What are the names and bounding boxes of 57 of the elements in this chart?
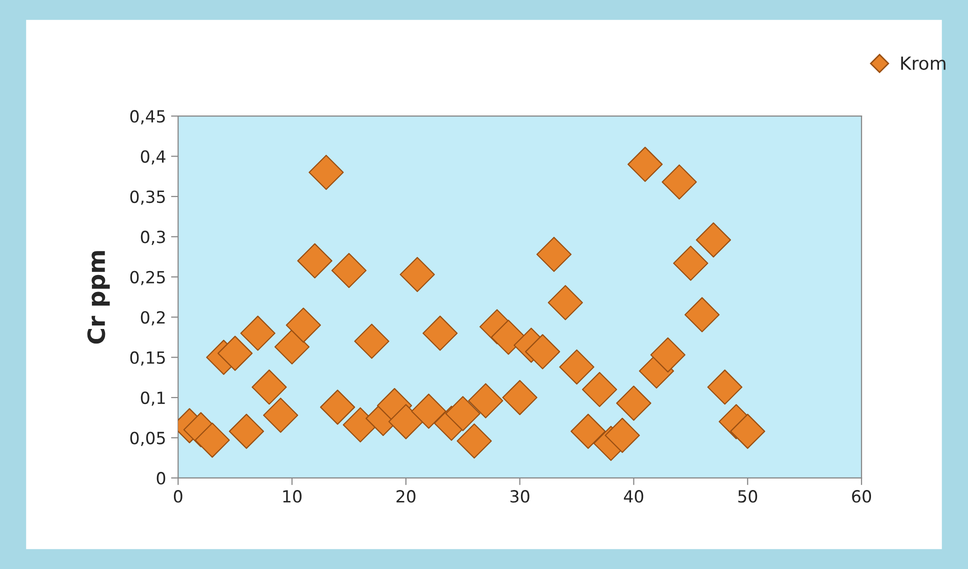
point bbox=[570, 414, 606, 449]
point bbox=[320, 390, 356, 425]
y-tick-label: 0,3 bbox=[140, 230, 165, 245]
y-tick-label: 0,15 bbox=[130, 351, 165, 366]
point bbox=[308, 154, 344, 190]
y-tick-label: 0 bbox=[156, 472, 166, 485]
y-tick-label: 0,05 bbox=[130, 432, 165, 446]
point bbox=[263, 398, 298, 433]
point bbox=[604, 418, 640, 453]
point bbox=[286, 308, 321, 343]
point bbox=[525, 334, 560, 370]
point bbox=[662, 164, 697, 200]
point bbox=[548, 285, 583, 320]
point bbox=[240, 316, 276, 351]
point bbox=[194, 422, 230, 458]
point bbox=[422, 316, 458, 351]
point bbox=[684, 297, 720, 332]
point bbox=[274, 329, 310, 364]
point bbox=[331, 252, 367, 288]
point bbox=[502, 380, 538, 416]
point bbox=[616, 386, 652, 421]
point bbox=[707, 370, 742, 405]
point bbox=[388, 404, 424, 440]
point bbox=[411, 394, 446, 429]
point bbox=[628, 146, 663, 182]
point bbox=[354, 324, 390, 359]
point bbox=[559, 349, 594, 385]
point bbox=[696, 222, 732, 258]
y-tick-label: 0,35 bbox=[130, 190, 165, 205]
point bbox=[456, 423, 492, 459]
point bbox=[217, 336, 253, 371]
point bbox=[582, 372, 618, 408]
point bbox=[536, 236, 572, 272]
x-tick-label: 0 bbox=[174, 490, 182, 503]
x-tick-label: 40 bbox=[624, 490, 644, 503]
x-tick-label: 50 bbox=[738, 490, 758, 503]
x-tick-label: 60 bbox=[852, 490, 872, 503]
point bbox=[468, 383, 504, 418]
point bbox=[730, 414, 766, 449]
point bbox=[673, 246, 708, 281]
point bbox=[228, 414, 264, 449]
legend-label: Krom bbox=[901, 56, 946, 70]
y-tick-label: 0,45 bbox=[130, 110, 165, 124]
y-tick-label: 0,25 bbox=[130, 270, 165, 286]
y-axis-title: Cr ppm bbox=[87, 251, 110, 344]
x-tick-label: 30 bbox=[510, 490, 530, 503]
point bbox=[400, 256, 435, 292]
y-tick-label: 0,4 bbox=[140, 150, 166, 165]
point bbox=[490, 320, 526, 355]
y-tick-label: 0,1 bbox=[140, 392, 165, 406]
point bbox=[252, 370, 287, 405]
y-tick-label: 0,2 bbox=[140, 311, 165, 326]
point bbox=[650, 337, 686, 372]
point bbox=[445, 396, 480, 432]
point bbox=[297, 243, 332, 278]
x-tick-label: 10 bbox=[283, 490, 302, 503]
x-tick-label: 20 bbox=[396, 490, 416, 503]
